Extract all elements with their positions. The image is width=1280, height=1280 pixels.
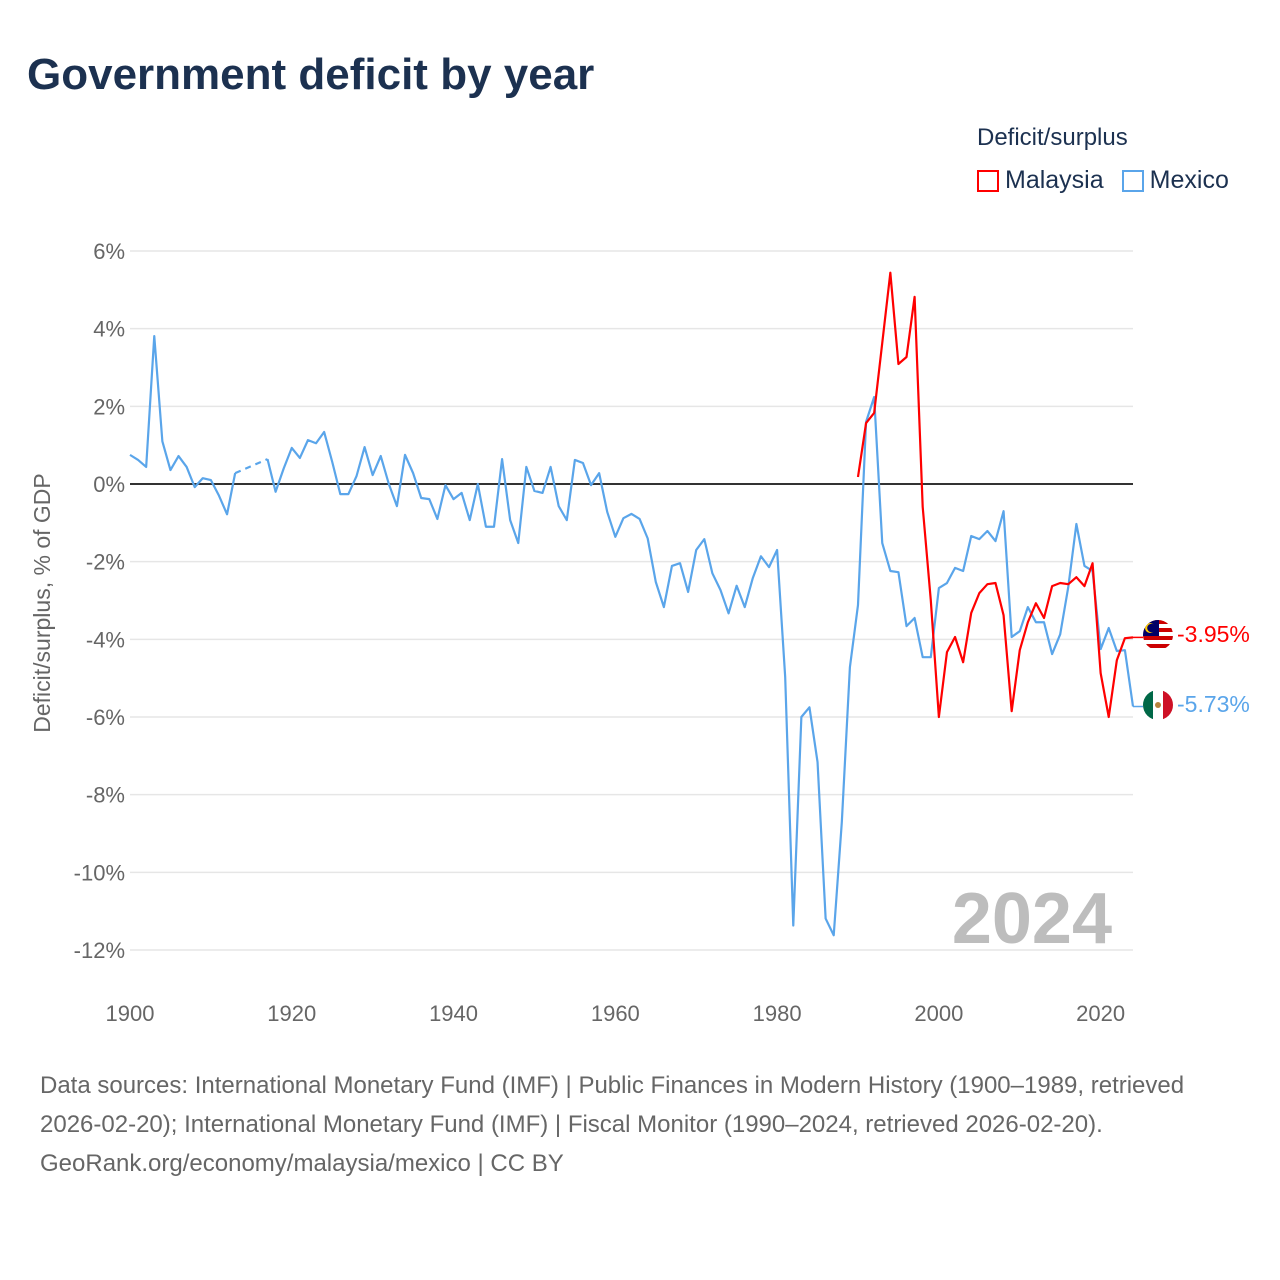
y-tick-label: 0%: [93, 472, 125, 497]
chart-title: Government deficit by year: [27, 50, 595, 99]
end-label-mexico: -5.73%: [1177, 691, 1250, 717]
x-tick-label: 1920: [267, 1001, 316, 1026]
series-gap-mexico: [234, 458, 268, 475]
legend-title: Deficit/surplus: [977, 124, 1128, 151]
x-tick-label: 2020: [1076, 1001, 1125, 1026]
y-tick-label: -10%: [74, 860, 125, 885]
series-mexico: [129, 334, 1143, 937]
y-tick-label: 2%: [93, 394, 125, 419]
x-tick-label: 1940: [429, 1001, 478, 1026]
legend-swatch-malaysia: [977, 169, 999, 192]
credit-link[interactable]: GeoRank.org/economy/malaysia/mexico | CC…: [40, 1150, 564, 1177]
legend: Malaysia Mexico: [977, 166, 1229, 195]
series-line-mexico: [266, 395, 1135, 937]
y-tick-label: 6%: [93, 239, 125, 264]
x-tick-label: 1960: [591, 1001, 640, 1026]
x-tick-label: 2000: [914, 1001, 963, 1026]
y-tick-label: 4%: [93, 317, 125, 342]
y-tick-label: -12%: [74, 938, 125, 963]
legend-label: Mexico: [1149, 166, 1229, 194]
series-line-malaysia: [856, 271, 1134, 719]
legend-label: Malaysia: [1005, 166, 1104, 194]
mexico-flag-icon: [1143, 690, 1173, 720]
y-tick-label: -6%: [86, 705, 125, 730]
legend-item-malaysia[interactable]: Malaysia: [977, 166, 1104, 195]
end-label-malaysia: -3.95%: [1177, 621, 1250, 647]
series-malaysia: [856, 271, 1143, 719]
year-watermark: 2024: [952, 879, 1112, 959]
legend-swatch-mexico: [1121, 169, 1144, 192]
series-line-mexico: [129, 334, 237, 516]
x-tick-label: 1980: [753, 1001, 802, 1026]
y-tick-label: -4%: [86, 627, 125, 652]
y-tick-label: -8%: [86, 783, 125, 808]
x-tick-label: 1900: [106, 1001, 155, 1026]
malaysia-flag-icon: [1143, 620, 1173, 650]
y-axis-label: Deficit/surplus, % of GDP: [29, 473, 55, 732]
y-tick-label: -2%: [86, 550, 125, 575]
footer: Data sources: International Monetary Fun…: [40, 1066, 1240, 1183]
data-sources: Data sources: International Monetary Fun…: [40, 1072, 1185, 1138]
legend-item-mexico[interactable]: Mexico: [1121, 166, 1229, 195]
